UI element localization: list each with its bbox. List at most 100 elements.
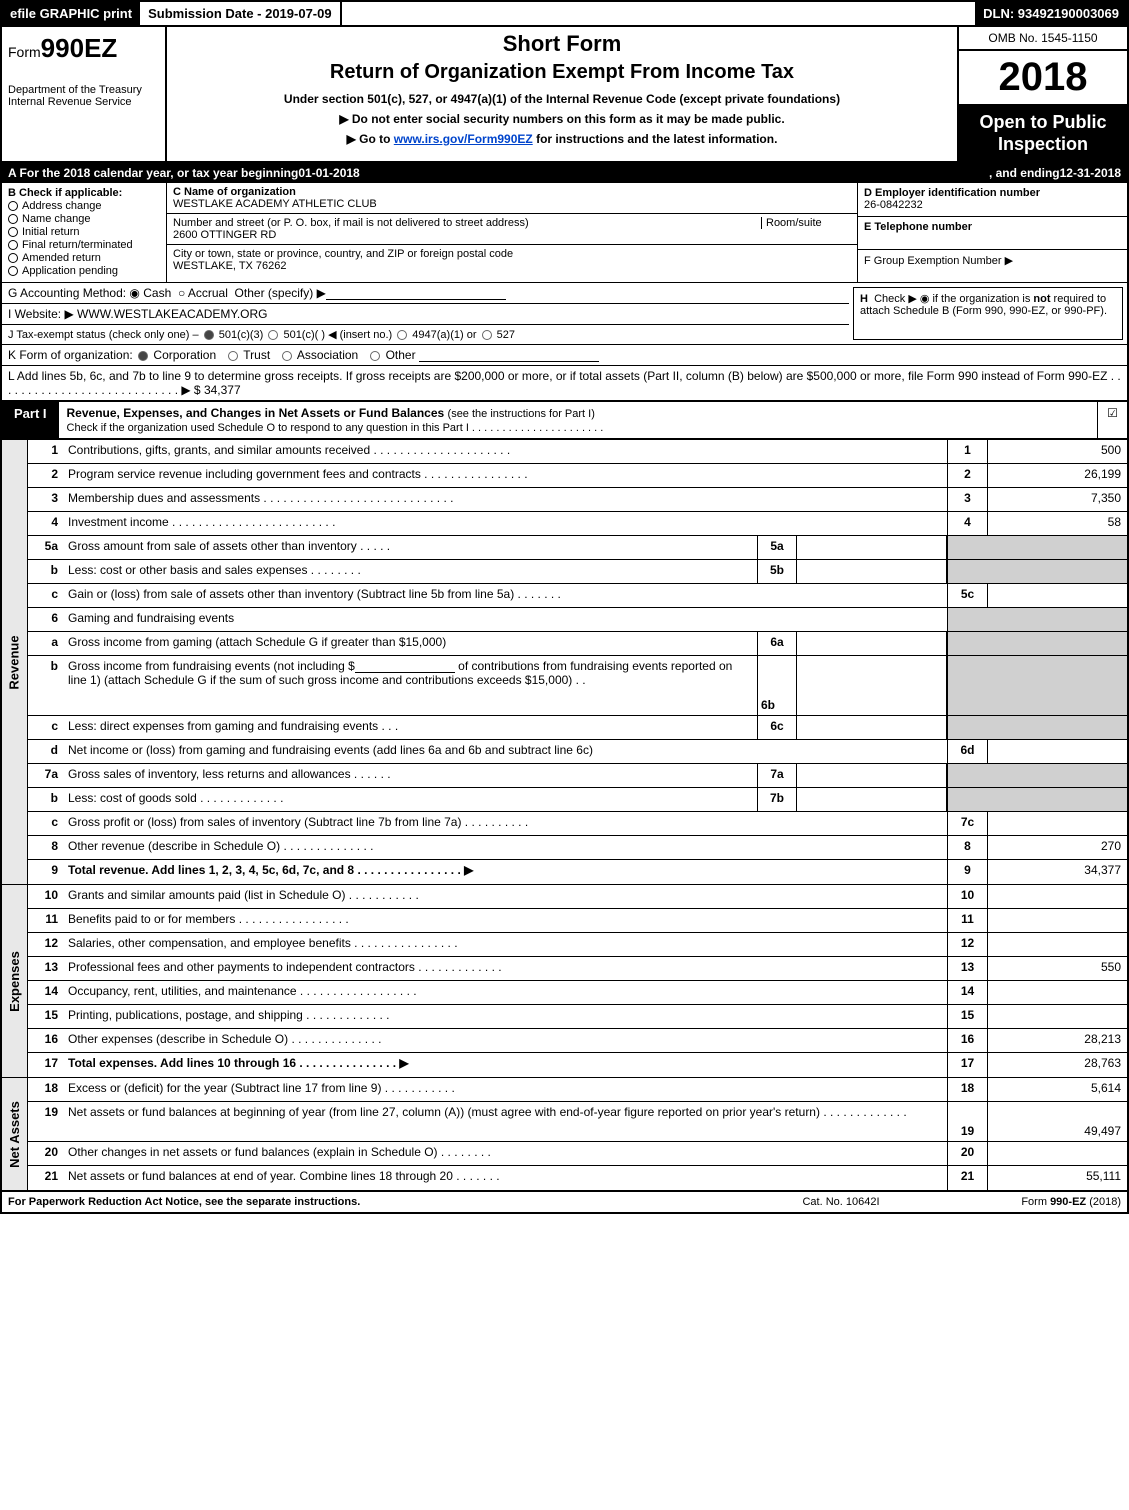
line-15: 15Printing, publications, postage, and s… bbox=[28, 1005, 1127, 1029]
chk-initial-return[interactable]: Initial return bbox=[8, 226, 160, 238]
radio-icon[interactable] bbox=[282, 351, 292, 361]
line-6b: bGross income from fundraising events (n… bbox=[28, 656, 1127, 716]
line-num: 4 bbox=[28, 512, 64, 535]
line-right-num: 14 bbox=[947, 981, 987, 1004]
checkbox-icon bbox=[8, 214, 18, 224]
chk-name-change[interactable]: Name change bbox=[8, 213, 160, 225]
chk-label: Application pending bbox=[22, 265, 118, 277]
line-17: 17Total expenses. Add lines 10 through 1… bbox=[28, 1053, 1127, 1077]
street-value: 2600 OTTINGER RD bbox=[173, 229, 851, 241]
row-j-tax-exempt: J Tax-exempt status (check only one) – 5… bbox=[2, 324, 849, 344]
contrib-blank[interactable] bbox=[355, 661, 455, 673]
line-mid-num: 7b bbox=[757, 788, 797, 811]
line-num: 6 bbox=[28, 608, 64, 631]
line-desc: Gross amount from sale of assets other t… bbox=[64, 536, 757, 559]
col-c-org-info: C Name of organization WESTLAKE ACADEMY … bbox=[167, 183, 857, 282]
expenses-tab: Expenses bbox=[2, 885, 28, 1077]
chk-label: Amended return bbox=[22, 252, 101, 264]
line-right-val bbox=[987, 981, 1127, 1004]
line-num: 15 bbox=[28, 1005, 64, 1028]
radio-icon[interactable] bbox=[228, 351, 238, 361]
line-right-val bbox=[987, 812, 1127, 835]
line-mid-val bbox=[797, 560, 947, 583]
room-suite-label: Room/suite bbox=[761, 217, 851, 229]
line-2: 2Program service revenue including gover… bbox=[28, 464, 1127, 488]
line-right-val: 28,763 bbox=[987, 1053, 1127, 1077]
org-name-value: WESTLAKE ACADEMY ATHLETIC CLUB bbox=[173, 198, 851, 210]
line-num: b bbox=[28, 788, 64, 811]
row-a-spacer bbox=[360, 166, 989, 180]
radio-icon[interactable] bbox=[138, 351, 148, 361]
line-desc: Gain or (loss) from sale of assets other… bbox=[64, 584, 947, 607]
gh-left: G Accounting Method: ◉ Cash ○ Accrual Ot… bbox=[2, 283, 849, 344]
line-10: 10Grants and similar amounts paid (list … bbox=[28, 885, 1127, 909]
j-opt-1: 501(c)( ) ◀ (insert no.) bbox=[283, 329, 392, 341]
shaded-cell bbox=[947, 560, 1127, 583]
part-1-subtitle: Check if the organization used Schedule … bbox=[67, 422, 604, 434]
line-num: c bbox=[28, 812, 64, 835]
line-desc: Benefits paid to or for members . . . . … bbox=[64, 909, 947, 932]
line-right-val: 58 bbox=[987, 512, 1127, 535]
line-right-num: 16 bbox=[947, 1029, 987, 1052]
line-desc: Net assets or fund balances at end of ye… bbox=[64, 1166, 947, 1190]
part-1-checkbox[interactable]: ☑ bbox=[1097, 402, 1127, 438]
k-opt-3: Other bbox=[386, 348, 416, 362]
directive-2-post: for instructions and the latest informat… bbox=[533, 132, 778, 146]
line-desc: Less: cost of goods sold . . . . . . . .… bbox=[64, 788, 757, 811]
row-a-tax-year: A For the 2018 calendar year, or tax yea… bbox=[2, 163, 1127, 183]
chk-amended-return[interactable]: Amended return bbox=[8, 252, 160, 264]
i-label: I Website: ▶ bbox=[8, 307, 74, 321]
line-desc: Less: direct expenses from gaming and fu… bbox=[64, 716, 757, 739]
line-desc: Membership dues and assessments . . . . … bbox=[64, 488, 947, 511]
radio-icon[interactable] bbox=[397, 330, 407, 340]
k-other-blank[interactable] bbox=[419, 350, 599, 362]
line-6: 6Gaming and fundraising events bbox=[28, 608, 1127, 632]
radio-icon[interactable] bbox=[268, 330, 278, 340]
line-17-text: Total expenses. Add lines 10 through 16 … bbox=[68, 1056, 409, 1070]
dept-irs: Internal Revenue Service bbox=[8, 96, 159, 108]
line-11: 11Benefits paid to or for members . . . … bbox=[28, 909, 1127, 933]
radio-icon[interactable] bbox=[482, 330, 492, 340]
chk-label: Name change bbox=[22, 213, 91, 225]
city-label: City or town, state or province, country… bbox=[173, 248, 851, 260]
chk-label: Initial return bbox=[22, 226, 79, 238]
shaded-cell bbox=[947, 716, 1127, 739]
line-right-num: 19 bbox=[947, 1102, 987, 1141]
line-mid-val bbox=[797, 656, 947, 715]
tax-year: 2018 bbox=[959, 51, 1127, 106]
footer-right: Form 990-EZ (2018) bbox=[941, 1196, 1121, 1208]
radio-icon[interactable]: ◉ bbox=[129, 286, 139, 300]
line-5b: bLess: cost or other basis and sales exp… bbox=[28, 560, 1127, 584]
radio-icon[interactable] bbox=[204, 330, 214, 340]
directive-1: ▶ Do not enter social security numbers o… bbox=[177, 112, 947, 126]
shaded-cell bbox=[947, 656, 1127, 715]
row-h-schedule-b: H Check ▶ ◉ if the organization is not r… bbox=[853, 287, 1123, 340]
line-num: 16 bbox=[28, 1029, 64, 1052]
irs-link[interactable]: www.irs.gov/Form990EZ bbox=[394, 132, 533, 146]
revenue-body: 1Contributions, gifts, grants, and simil… bbox=[28, 440, 1127, 884]
subtitle: Under section 501(c), 527, or 4947(a)(1)… bbox=[177, 92, 947, 106]
header-center: Short Form Return of Organization Exempt… bbox=[167, 27, 957, 161]
shaded-cell bbox=[947, 788, 1127, 811]
line-num: 10 bbox=[28, 885, 64, 908]
revenue-tab: Revenue bbox=[2, 440, 28, 884]
line-num: 11 bbox=[28, 909, 64, 932]
line-mid-num: 5b bbox=[757, 560, 797, 583]
g-other-blank[interactable] bbox=[326, 288, 506, 300]
chk-final-return[interactable]: Final return/terminated bbox=[8, 239, 160, 251]
netassets-section: Net Assets 18Excess or (deficit) for the… bbox=[2, 1077, 1127, 1190]
chk-address-change[interactable]: Address change bbox=[8, 200, 160, 212]
radio-icon[interactable]: ○ bbox=[178, 286, 185, 300]
revenue-section: Revenue 1Contributions, gifts, grants, a… bbox=[2, 439, 1127, 884]
radio-icon[interactable] bbox=[370, 351, 380, 361]
ein-label: D Employer identification number bbox=[864, 187, 1121, 199]
omb-number: OMB No. 1545-1150 bbox=[959, 27, 1127, 51]
line-desc: Salaries, other compensation, and employ… bbox=[64, 933, 947, 956]
chk-application-pending[interactable]: Application pending bbox=[8, 265, 160, 277]
line-desc: Occupancy, rent, utilities, and maintena… bbox=[64, 981, 947, 1004]
k-opt-0: Corporation bbox=[153, 348, 216, 362]
line-right-num: 21 bbox=[947, 1166, 987, 1190]
j-opt-3: 527 bbox=[497, 329, 515, 341]
checkbox-icon bbox=[8, 266, 18, 276]
line-desc: Net assets or fund balances at beginning… bbox=[64, 1102, 947, 1141]
